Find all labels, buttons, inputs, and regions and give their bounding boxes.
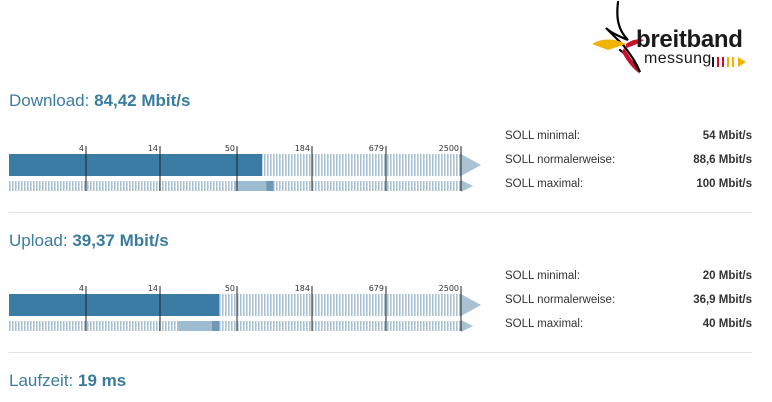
soll-label: SOLL normalerweise:	[505, 294, 616, 306]
upload-heading: Upload: 39,37 Mbit/s	[9, 231, 752, 251]
download-measured-bar	[9, 154, 263, 176]
logo-subtitle: messung	[644, 50, 712, 67]
download-speed-meter: 4 14 50 184 679 2500	[9, 140, 484, 200]
divider	[9, 352, 752, 353]
divider	[9, 212, 752, 213]
logo-swoosh-icon	[592, 0, 644, 74]
soll-value: 36,9 Mbit/s	[693, 294, 752, 306]
upload-value: 39,37 Mbit/s	[72, 231, 169, 250]
latency-label: Laufzeit:	[9, 371, 74, 390]
download-tick-label: 2500	[438, 144, 459, 153]
soll-label: SOLL normalerweise:	[505, 154, 616, 166]
upload-meter-svg	[9, 286, 481, 332]
upload-label: Upload:	[9, 231, 68, 250]
download-soll-marker	[266, 181, 274, 191]
soll-value: 100 Mbit/s	[696, 178, 752, 190]
upload-soll-maximal: SOLL maximal: 40 Mbit/s	[505, 318, 752, 336]
download-heading: Download: 84,42 Mbit/s	[9, 91, 752, 111]
upload-soll-arrow	[461, 320, 473, 332]
download-track-arrow	[461, 154, 481, 176]
upload-tick-label: 4	[78, 284, 84, 293]
download-meter-svg	[9, 146, 481, 192]
download-soll-arrow	[461, 180, 473, 192]
download-soll-maximal: SOLL maximal: 100 Mbit/s	[505, 178, 752, 196]
upload-tick-label: 2500	[438, 284, 459, 293]
soll-label: SOLL maximal:	[505, 318, 584, 330]
upload-soll-track	[9, 321, 461, 331]
logo-bars-icon	[712, 57, 746, 67]
soll-value: 20 Mbit/s	[702, 270, 752, 282]
upload-tick-label: 679	[368, 284, 384, 293]
download-value: 84,42 Mbit/s	[94, 91, 191, 110]
upload-tick-label: 14	[147, 284, 158, 293]
soll-label: SOLL minimal:	[505, 270, 580, 282]
upload-speed-meter: 4 14 50 184 679 2500	[9, 280, 484, 340]
download-section: Download: 84,42 Mbit/s	[9, 91, 752, 111]
latency-section: Laufzeit: 19 ms	[9, 371, 752, 391]
soll-label: SOLL maximal:	[505, 178, 584, 190]
soll-label: SOLL minimal:	[505, 130, 580, 142]
download-soll-normal: SOLL normalerweise: 88,6 Mbit/s	[505, 154, 752, 172]
latency-value: 19 ms	[78, 371, 127, 390]
upload-section: Upload: 39,37 Mbit/s	[9, 231, 752, 251]
upload-tick-label: 184	[294, 284, 310, 293]
upload-soll-minimal: SOLL minimal: 20 Mbit/s	[505, 270, 752, 288]
download-tick-label: 50	[224, 144, 235, 153]
latency-heading: Laufzeit: 19 ms	[9, 371, 752, 391]
upload-tick-label: 50	[224, 284, 235, 293]
soll-value: 54 Mbit/s	[702, 130, 752, 142]
breitbandmessung-logo: breitband messung	[588, 0, 758, 82]
download-tick-label: 184	[294, 144, 310, 153]
download-soll-band	[235, 181, 274, 191]
upload-measured-bar	[9, 294, 220, 316]
soll-value: 40 Mbit/s	[702, 318, 752, 330]
download-soll-minimal: SOLL minimal: 54 Mbit/s	[505, 130, 752, 148]
download-label: Download:	[9, 91, 90, 110]
download-tick-label: 14	[147, 144, 158, 153]
upload-soll-normal: SOLL normalerweise: 36,9 Mbit/s	[505, 294, 752, 312]
soll-value: 88,6 Mbit/s	[693, 154, 752, 166]
upload-track-arrow	[461, 294, 481, 316]
logo-title: breitband	[636, 26, 743, 53]
upload-soll-band	[178, 321, 220, 331]
download-tick-label: 679	[368, 144, 384, 153]
download-tick-label: 4	[78, 144, 84, 153]
upload-soll-marker	[212, 321, 220, 331]
